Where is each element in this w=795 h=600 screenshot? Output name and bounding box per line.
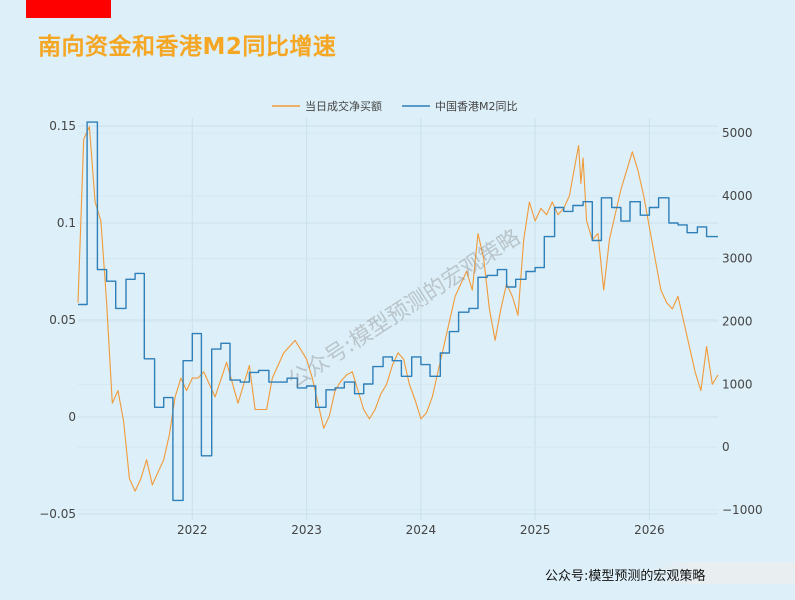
right-y-tick-label: 1000 [722, 377, 753, 391]
legend-label[interactable]: 中国香港M2同比 [435, 100, 518, 113]
x-tick-label: 2025 [520, 523, 551, 537]
legend-label[interactable]: 当日成交净买额 [305, 99, 382, 113]
left-y-tick-label: −0.05 [39, 507, 76, 521]
x-tick-label: 2026 [634, 523, 665, 537]
left-y-tick-label: 0 [68, 410, 76, 424]
x-tick-label: 2022 [177, 523, 208, 537]
left-y-tick-label: 0.1 [57, 216, 76, 230]
footer-fade [650, 562, 795, 584]
right-y-tick-label: 0 [722, 440, 730, 454]
x-tick-label: 2023 [291, 523, 322, 537]
x-axis: 2022 2023 2024 2025 2026 [177, 523, 665, 537]
series-line-net-buy [77, 126, 719, 492]
right-y-tick-label: 5000 [722, 126, 753, 140]
right-y-axis: 5000 4000 3000 2000 1000 0 −1000 [722, 126, 763, 517]
right-y-tick-label: −1000 [722, 503, 763, 517]
series-line-hk-m2 [78, 121, 718, 502]
series-group [77, 121, 719, 502]
footer-credit: 公众号:模型预测的宏观策略 [545, 569, 706, 584]
left-y-axis: 0.15 0.1 0.05 0 −0.05 [39, 119, 76, 521]
right-y-tick-label: 2000 [722, 315, 753, 329]
legend[interactable]: 当日成交净买额 中国香港M2同比 [272, 99, 518, 113]
red-tag [26, 0, 111, 18]
left-y-tick-label: 0.05 [49, 313, 76, 327]
grid [78, 118, 718, 520]
right-y-tick-label: 3000 [722, 252, 753, 266]
chart-title: 南向资金和香港M2同比增速 [38, 34, 337, 60]
x-tick-label: 2024 [406, 523, 437, 537]
right-y-tick-label: 4000 [722, 189, 753, 203]
watermark: 公众号:模型预测的宏观策略 [284, 225, 525, 394]
left-y-tick-label: 0.15 [49, 119, 76, 133]
